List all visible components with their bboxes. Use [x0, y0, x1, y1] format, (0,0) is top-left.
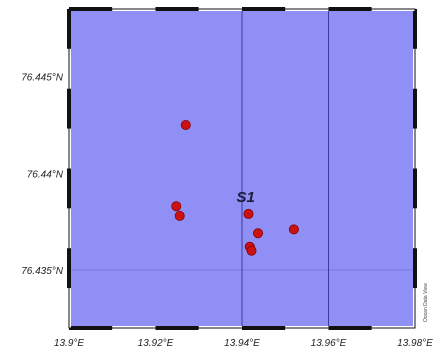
gridlines	[69, 9, 415, 328]
station-point	[171, 201, 182, 212]
credit-text: Ocean Data View	[423, 283, 429, 322]
station-point	[246, 245, 257, 256]
station-point-s1	[243, 208, 254, 219]
station-point	[253, 228, 264, 239]
lon-tick-label: 13.96°E	[311, 338, 347, 349]
frame-outline	[68, 8, 416, 329]
station-point	[174, 210, 185, 221]
lon-tick-label: 13.9°E	[54, 338, 84, 349]
lat-tick-label: 76.44°N	[27, 169, 64, 180]
latitude-tick-labels: 76.435°N 76.44°N 76.445°N	[21, 73, 64, 277]
station-label-s1: S1	[236, 189, 254, 206]
longitude-tick-labels: 13.9°E 13.92°E 13.94°E 13.96°E 13.98°E	[54, 338, 433, 349]
map-frame-group	[67, 7, 417, 330]
station-point	[180, 120, 191, 131]
station-point	[288, 224, 299, 235]
lon-tick-label: 13.92°E	[138, 338, 174, 349]
lon-tick-label: 13.94°E	[224, 338, 260, 349]
station-points	[171, 120, 299, 256]
lat-tick-label: 76.435°N	[21, 266, 64, 277]
lon-tick-label: 13.98°E	[397, 338, 433, 349]
lat-tick-label: 76.445°N	[21, 73, 64, 84]
